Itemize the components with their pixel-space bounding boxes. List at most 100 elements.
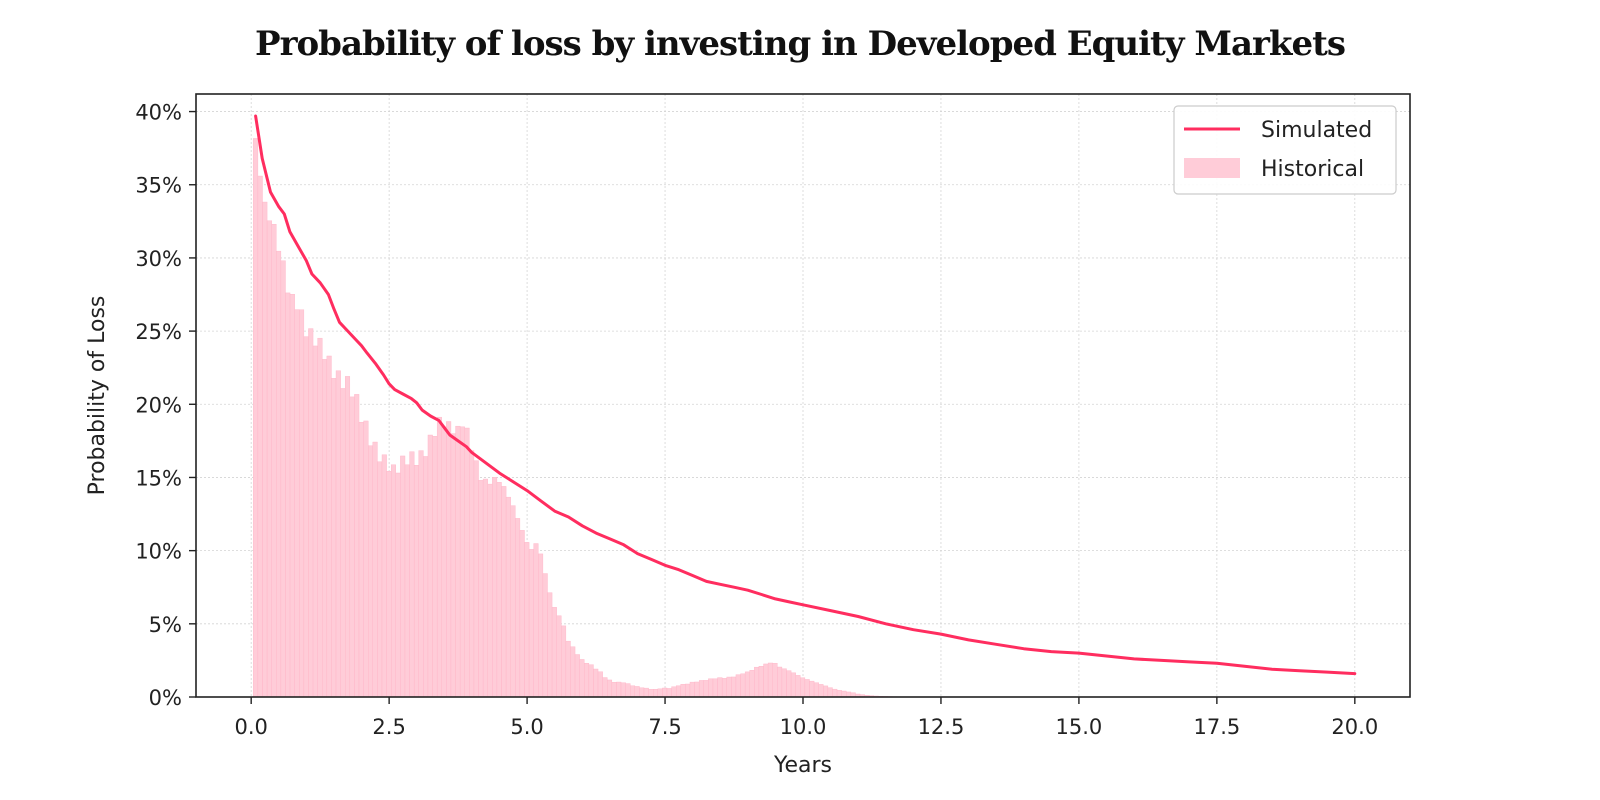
historical-bar bbox=[262, 201, 268, 698]
historical-bar bbox=[795, 675, 801, 698]
legend: Simulated Historical bbox=[1173, 105, 1397, 195]
historical-bar bbox=[390, 464, 396, 698]
historical-bar bbox=[763, 663, 769, 698]
historical-bar bbox=[698, 680, 704, 698]
historical-bar bbox=[354, 394, 360, 698]
historical-bar bbox=[836, 690, 842, 698]
historical-bar bbox=[528, 549, 534, 698]
historical-bar bbox=[335, 370, 341, 698]
historical-bar bbox=[717, 677, 723, 698]
historical-bar bbox=[551, 607, 557, 698]
historical-bar bbox=[570, 646, 576, 698]
historical-bar bbox=[703, 680, 709, 698]
simulated-line bbox=[254, 114, 1357, 676]
historical-bar bbox=[271, 224, 277, 698]
historical-bar bbox=[827, 687, 833, 698]
historical-bar bbox=[556, 615, 562, 698]
historical-bar bbox=[276, 250, 282, 698]
historical-bar bbox=[574, 654, 580, 698]
historical-bar bbox=[299, 309, 305, 698]
historical-bar bbox=[450, 433, 456, 698]
historical-bar bbox=[790, 672, 796, 698]
x-tick-label: 20.0 bbox=[1331, 715, 1378, 739]
historical-bar bbox=[303, 336, 309, 698]
historical-bar bbox=[671, 686, 677, 698]
y-tick-label: 40% bbox=[135, 101, 182, 125]
historical-bar bbox=[639, 687, 645, 698]
historical-bar bbox=[372, 441, 378, 698]
historical-bar bbox=[418, 450, 424, 698]
chart-title: Probability of loss by investing in Deve… bbox=[255, 24, 1346, 64]
historical-bar bbox=[643, 687, 649, 698]
historical-bar bbox=[363, 420, 369, 698]
historical-bar bbox=[620, 682, 626, 698]
historical-bar bbox=[294, 309, 300, 698]
historical-bar bbox=[685, 683, 691, 698]
historical-bar bbox=[781, 668, 787, 698]
historical-bar bbox=[689, 681, 695, 698]
x-tick-label: 17.5 bbox=[1193, 715, 1240, 739]
historical-bar bbox=[358, 421, 364, 698]
historical-bar bbox=[735, 674, 741, 698]
y-tick-label: 35% bbox=[135, 174, 182, 198]
historical-bar bbox=[607, 679, 613, 698]
y-tick-label: 15% bbox=[135, 466, 182, 490]
historical-bar bbox=[404, 464, 410, 698]
historical-bar bbox=[510, 505, 516, 698]
historical-bar bbox=[312, 345, 318, 698]
historical-bar bbox=[386, 471, 392, 698]
historical-bar bbox=[832, 688, 838, 698]
historical-bar bbox=[597, 671, 603, 698]
historical-bar bbox=[744, 671, 750, 698]
historical-bar bbox=[721, 678, 727, 698]
x-tick-label: 15.0 bbox=[1056, 715, 1103, 739]
historical-bar bbox=[542, 573, 548, 698]
historical-bar bbox=[257, 175, 263, 698]
historical-bar bbox=[322, 359, 328, 698]
historical-bar bbox=[841, 690, 847, 698]
x-tick-label: 12.5 bbox=[918, 715, 965, 739]
historical-bar bbox=[662, 687, 668, 698]
x-tick-label: 7.5 bbox=[648, 715, 681, 739]
historical-bar bbox=[349, 396, 355, 698]
historical-bar bbox=[538, 553, 544, 698]
historical-bar bbox=[289, 294, 295, 698]
y-axis-label: Probability of Loss bbox=[85, 296, 110, 496]
legend-simulated-label: Simulated bbox=[1261, 118, 1372, 143]
historical-bar bbox=[381, 454, 387, 698]
historical-bar bbox=[547, 592, 553, 698]
historical-bar bbox=[464, 427, 470, 698]
historical-bar bbox=[473, 460, 479, 698]
y-tick-label: 0% bbox=[149, 686, 182, 710]
historical-bar bbox=[427, 434, 433, 698]
historical-bar bbox=[675, 685, 681, 698]
historical-bar bbox=[441, 426, 447, 698]
historical-bar bbox=[478, 480, 484, 698]
historical-bar bbox=[482, 478, 488, 698]
historical-bar bbox=[731, 676, 737, 698]
historical-bar bbox=[740, 673, 746, 698]
historical-bar bbox=[505, 496, 511, 698]
historical-bar bbox=[726, 676, 732, 698]
historical-bar bbox=[436, 416, 442, 698]
historical-bar bbox=[653, 689, 659, 698]
legend-historical-label: Historical bbox=[1261, 157, 1364, 182]
historical-bar bbox=[588, 664, 594, 698]
historical-bar bbox=[377, 461, 383, 698]
y-tick-label: 10% bbox=[135, 540, 182, 564]
historical-bar bbox=[813, 682, 819, 698]
historical-bar bbox=[712, 678, 718, 698]
historical-bar bbox=[630, 685, 636, 698]
historical-bar bbox=[767, 662, 773, 698]
historical-bar bbox=[519, 530, 525, 698]
historical-bar bbox=[515, 518, 521, 698]
historical-bar bbox=[317, 337, 323, 698]
historical-bar bbox=[368, 445, 374, 698]
historical-bar bbox=[469, 450, 475, 698]
historical-bar bbox=[777, 666, 783, 698]
historical-bar bbox=[340, 388, 346, 698]
y-tick-label: 5% bbox=[149, 613, 182, 637]
y-tick-label: 30% bbox=[135, 247, 182, 271]
historical-bar bbox=[524, 542, 530, 698]
